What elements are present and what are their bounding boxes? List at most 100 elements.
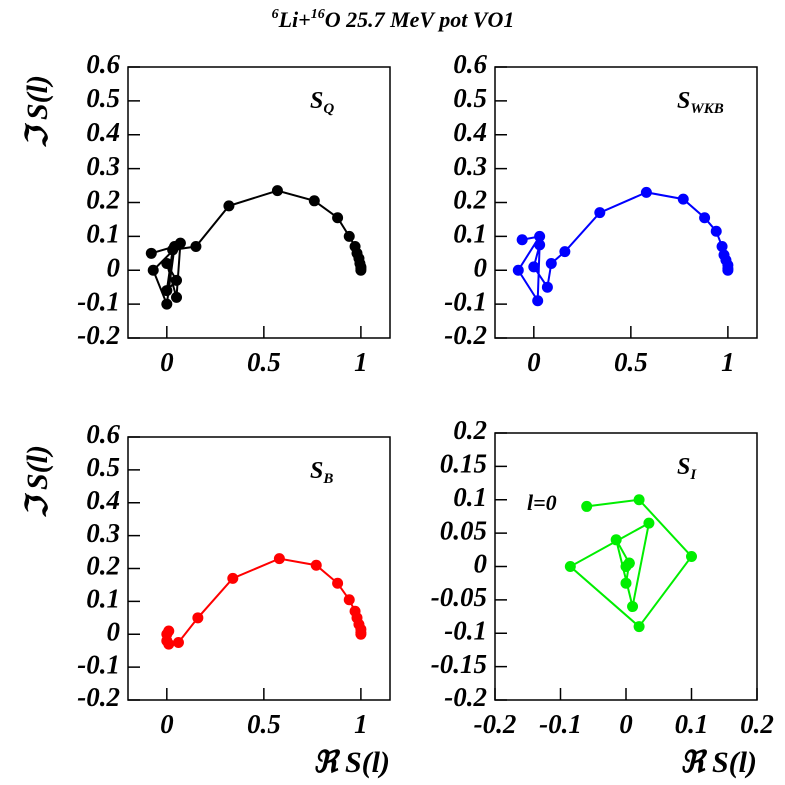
- data-point: [722, 264, 734, 276]
- data-point: [620, 561, 632, 572]
- y-tick-label: 0.4: [86, 485, 120, 515]
- x-tick-label: 1: [354, 347, 368, 377]
- x-tick-label: 0: [160, 347, 174, 377]
- y-tick-label: -0.1: [444, 286, 487, 316]
- y-tick-label: 0.5: [86, 83, 120, 113]
- plot-frame: [127, 436, 391, 701]
- y-tick-label: 0.4: [86, 117, 120, 147]
- y-tick-label: 0.6: [453, 49, 487, 79]
- y-axis-label: ℑ S(l): [21, 75, 54, 148]
- panel-label: SQ: [310, 88, 334, 118]
- data-point: [167, 244, 179, 256]
- title-sup: 6: [272, 7, 279, 22]
- panel-label-sub: B: [322, 471, 333, 487]
- x-tick-label: 1: [721, 347, 735, 377]
- x-tick-label: 0: [619, 709, 633, 739]
- panel-label-main: S: [310, 88, 323, 114]
- data-point: [172, 636, 184, 648]
- y-tick-label: 0.3: [86, 518, 120, 548]
- data-point: [273, 553, 285, 565]
- data-point: [620, 577, 632, 589]
- panel-label: SI: [677, 454, 697, 484]
- panel-label-sub: WKB: [690, 101, 723, 117]
- data-point: [559, 246, 571, 258]
- y-tick-label: 0.3: [453, 151, 487, 181]
- y-tick-label: -0.2: [444, 320, 487, 350]
- y-tick-label: 0: [474, 549, 488, 579]
- data-point: [610, 534, 622, 546]
- data-point: [192, 612, 204, 624]
- data-point: [512, 264, 524, 276]
- data-point: [710, 225, 722, 237]
- data-point: [355, 628, 367, 640]
- title-part: O 25.7 MeV pot VO1: [325, 7, 515, 32]
- data-point: [355, 264, 367, 276]
- data-point: [545, 257, 557, 269]
- data-point: [528, 261, 540, 273]
- y-tick-label: 0.4: [453, 117, 487, 147]
- panel-label: SB: [310, 458, 333, 488]
- series-line: [165, 557, 362, 646]
- y-tick-label: 0.2: [86, 185, 120, 215]
- y-axis-label: ℑ S(l): [21, 445, 54, 518]
- y-tick-label: 0.15: [440, 449, 487, 479]
- data-point: [643, 517, 655, 529]
- data-point: [594, 207, 606, 219]
- panel-label: SWKB: [677, 88, 724, 118]
- data-point: [161, 285, 173, 297]
- x-tick-label: 0.2: [740, 709, 774, 739]
- y-tick-label: 0.2: [86, 551, 120, 581]
- y-tick-label: -0.2: [444, 682, 487, 712]
- data-point: [332, 212, 344, 224]
- panel-label-main: S: [310, 458, 323, 484]
- x-tick-label: 0.5: [247, 709, 281, 739]
- y-tick-label: 0: [474, 252, 488, 282]
- data-point: [677, 193, 689, 205]
- y-tick-label: 0.3: [86, 151, 120, 181]
- y-tick-label: 0.2: [453, 415, 487, 445]
- y-tick-label: -0.1: [444, 615, 487, 645]
- data-point: [332, 577, 344, 589]
- data-point: [310, 559, 322, 571]
- figure-title: 6Li+16O 25.7 MeV pot VO1: [272, 7, 515, 32]
- data-point: [532, 295, 544, 307]
- x-tick-label: 0.1: [675, 709, 709, 739]
- data-point: [147, 264, 159, 276]
- y-tick-label: 0.1: [86, 584, 120, 614]
- data-point: [716, 241, 728, 253]
- y-tick-label: 0.5: [453, 83, 487, 113]
- data-point: [516, 234, 528, 246]
- data-point: [343, 594, 355, 606]
- data-point: [627, 601, 639, 613]
- x-tick-label: 0.5: [247, 347, 281, 377]
- data-point: [163, 638, 175, 650]
- data-point: [190, 241, 202, 253]
- data-point: [581, 500, 593, 512]
- data-point: [541, 281, 553, 293]
- data-point: [163, 625, 175, 637]
- y-tick-label: -0.15: [431, 649, 487, 679]
- title-sup: 16: [311, 7, 325, 22]
- y-tick-label: 0.1: [453, 219, 487, 249]
- panel-label-main: S: [677, 454, 690, 480]
- data-point: [223, 200, 235, 212]
- x-tick-label: 1: [354, 709, 368, 739]
- x-tick-label: 0: [527, 347, 541, 377]
- x-axis-label: ℜ S(l): [313, 746, 390, 779]
- data-point: [161, 257, 173, 269]
- y-tick-label: 0.2: [453, 185, 487, 215]
- y-tick-label: -0.1: [77, 286, 120, 316]
- y-tick-label: -0.1: [77, 649, 120, 679]
- data-point: [343, 230, 355, 242]
- y-tick-label: 0.1: [453, 482, 487, 512]
- data-point: [227, 572, 239, 584]
- y-tick-label: -0.2: [77, 682, 120, 712]
- x-tick-label: -0.2: [474, 709, 517, 739]
- y-tick-label: 0.1: [86, 219, 120, 249]
- data-point: [534, 230, 546, 242]
- y-tick-label: 0.05: [440, 515, 487, 545]
- data-point: [633, 494, 645, 506]
- y-tick-label: 0.6: [86, 49, 120, 79]
